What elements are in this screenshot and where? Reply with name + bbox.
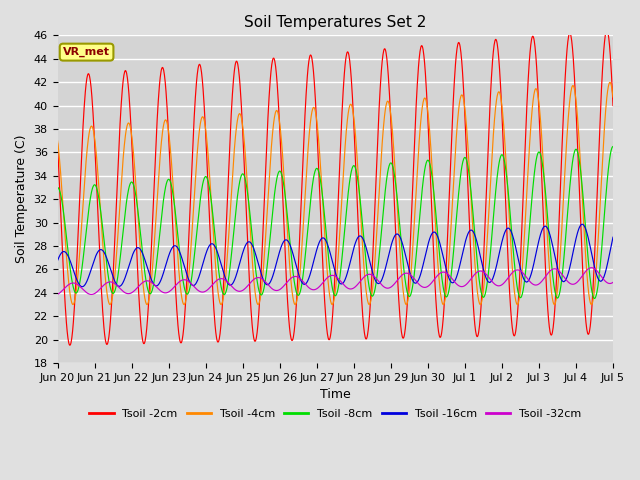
Tsoil -4cm [609, 94, 617, 100]
Tsoil -8cm [164, 178, 172, 183]
Tsoil -2cm [177, 339, 185, 345]
Y-axis label: Soil Temperature (C): Soil Temperature (C) [15, 135, 28, 264]
Tsoil -32cm [54, 291, 61, 297]
Tsoil -4cm [543, 234, 551, 240]
Tsoil -8cm [54, 185, 61, 191]
Tsoil -16cm [177, 254, 185, 260]
Tsoil -4cm [54, 138, 61, 144]
Tsoil -8cm [239, 171, 247, 177]
Tsoil -16cm [78, 284, 86, 289]
Tsoil -4cm [69, 301, 77, 307]
Tsoil -32cm [588, 265, 595, 271]
Tsoil -8cm [177, 263, 185, 269]
Line: Tsoil -32cm: Tsoil -32cm [58, 268, 613, 294]
Tsoil -2cm [603, 27, 611, 33]
Tsoil -32cm [164, 289, 172, 295]
Tsoil -4cm [495, 89, 502, 95]
Tsoil -2cm [54, 141, 61, 146]
Tsoil -16cm [609, 234, 617, 240]
Tsoil -32cm [88, 291, 95, 297]
Text: VR_met: VR_met [63, 47, 110, 57]
Tsoil -2cm [543, 300, 551, 306]
Tsoil -2cm [66, 342, 74, 348]
Tsoil -2cm [495, 51, 502, 57]
Tsoil -16cm [164, 255, 172, 261]
Line: Tsoil -8cm: Tsoil -8cm [58, 146, 613, 299]
Tsoil -8cm [543, 207, 551, 213]
Tsoil -32cm [177, 277, 185, 283]
Title: Soil Temperatures Set 2: Soil Temperatures Set 2 [244, 15, 426, 30]
Tsoil -8cm [494, 168, 502, 173]
Line: Tsoil -4cm: Tsoil -4cm [58, 83, 613, 304]
Tsoil -16cm [422, 251, 429, 256]
Line: Tsoil -2cm: Tsoil -2cm [58, 30, 613, 345]
Tsoil -8cm [609, 144, 617, 149]
Tsoil -4cm [422, 96, 429, 102]
Tsoil -16cm [54, 258, 61, 264]
Tsoil -8cm [591, 296, 598, 301]
Legend: Tsoil -2cm, Tsoil -4cm, Tsoil -8cm, Tsoil -16cm, Tsoil -32cm: Tsoil -2cm, Tsoil -4cm, Tsoil -8cm, Tsoi… [84, 404, 586, 423]
Tsoil -32cm [422, 285, 429, 290]
X-axis label: Time: Time [320, 388, 351, 401]
Tsoil -4cm [177, 293, 185, 299]
Tsoil -4cm [164, 124, 172, 130]
Tsoil -2cm [609, 103, 617, 108]
Tsoil -32cm [609, 279, 617, 285]
Tsoil -8cm [422, 163, 429, 169]
Tsoil -16cm [240, 247, 248, 253]
Tsoil -2cm [422, 77, 429, 83]
Tsoil -2cm [164, 120, 172, 125]
Tsoil -32cm [240, 287, 248, 293]
Tsoil -16cm [579, 221, 586, 227]
Tsoil -32cm [495, 283, 502, 289]
Tsoil -4cm [606, 80, 614, 85]
Tsoil -4cm [240, 132, 248, 137]
Tsoil -2cm [240, 147, 248, 153]
Tsoil -16cm [543, 225, 551, 231]
Line: Tsoil -16cm: Tsoil -16cm [58, 224, 613, 287]
Tsoil -32cm [543, 271, 551, 277]
Tsoil -16cm [495, 255, 502, 261]
